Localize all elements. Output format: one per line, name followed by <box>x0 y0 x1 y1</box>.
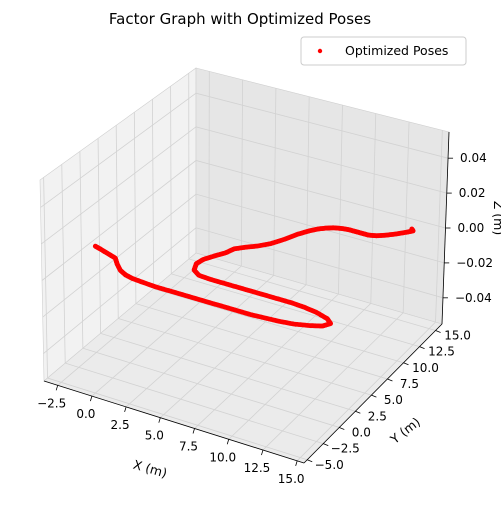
y-tick-label: 10.0 <box>412 361 439 375</box>
x-gridline <box>194 105 343 429</box>
x-tick-mark <box>158 417 161 423</box>
y-gridline <box>115 125 372 396</box>
x-gridline <box>160 96 310 418</box>
y-ticks: −5.0 −2.5 0.0 2.5 5.0 7.5 10.0 12.5 15.0 <box>307 328 471 472</box>
x-tick-mark <box>124 406 127 413</box>
legend-marker <box>317 48 323 54</box>
y-tick-mark <box>387 378 393 382</box>
y-gridline <box>133 112 388 380</box>
y-axis-label: Y (m) <box>387 414 423 447</box>
y-gridline <box>188 73 436 331</box>
y-tick-mark <box>323 443 329 446</box>
y-tick-mark <box>355 410 361 414</box>
data-points <box>92 225 416 329</box>
y-gridline <box>170 86 420 348</box>
y-tick-mark <box>435 330 441 333</box>
x-gridline <box>262 121 410 451</box>
x-tick-mark <box>295 460 298 466</box>
y-tick-mark <box>403 362 409 366</box>
z-tick-label: −0.02 <box>456 256 493 270</box>
z-gridline <box>42 193 445 318</box>
y-gridline <box>61 164 324 444</box>
y-tick-label: 0.0 <box>352 425 371 439</box>
z-tick-label: 0.00 <box>458 221 485 235</box>
x-gridline <box>125 88 277 408</box>
y-tick-label: −2.5 <box>331 442 360 456</box>
x-tick-mark <box>261 449 264 456</box>
z-tick-label: 0.02 <box>459 186 486 200</box>
x-tick-label: 12.5 <box>244 461 271 475</box>
x-ticks: −2.5 0.0 2.5 5.0 7.5 10.0 12.5 15.0 <box>37 385 305 486</box>
y-gridline <box>152 99 404 364</box>
x-tick-label: 2.5 <box>111 418 130 432</box>
legend-box <box>300 36 467 66</box>
y-tick-label: −5.0 <box>315 458 344 472</box>
y-tick-label: 2.5 <box>368 409 387 423</box>
z-gridline <box>41 126 447 245</box>
x-tick-mark <box>90 395 93 402</box>
z-gridline <box>43 227 444 354</box>
y-tick-mark <box>339 427 345 430</box>
chart-title: Factor Graph with Optimized Poses <box>109 10 371 28</box>
gridlines <box>40 71 449 462</box>
pose-point <box>409 226 415 232</box>
y-tick-label: 5.0 <box>384 393 403 407</box>
x-tick-label: −2.5 <box>37 396 66 410</box>
x-tick-mark <box>55 385 59 391</box>
z-gridline <box>40 92 449 208</box>
y-tick-label: 12.5 <box>428 345 455 359</box>
y-gridline <box>97 138 356 412</box>
x-gridline <box>228 113 377 440</box>
x-tick-label: 7.5 <box>179 439 198 453</box>
y-tick-mark <box>419 346 425 349</box>
z-gridline <box>41 160 446 281</box>
x-tick-label: 0.0 <box>76 407 95 421</box>
y-tick-label: 7.5 <box>400 377 419 391</box>
x-tick-label: 5.0 <box>145 429 164 443</box>
x-tick-mark <box>226 439 230 445</box>
y-tick-mark <box>307 459 313 463</box>
x-tick-mark <box>192 428 195 434</box>
z-tick-label: −0.04 <box>455 291 492 305</box>
legend: Optimized Poses <box>300 36 467 66</box>
axes-3d: −2.5 0.0 2.5 5.0 7.5 10.0 12.5 15.0 −5.0 −2.5 0.0… <box>37 67 501 486</box>
x-gridline <box>296 130 443 462</box>
z-tick-label: 0.04 <box>460 151 487 165</box>
y-gridline <box>43 177 308 461</box>
x-axis-label: X (m) <box>132 457 169 481</box>
x-tick-label: 15.0 <box>278 472 305 486</box>
y-tick-label: 15.0 <box>444 328 471 342</box>
y-tick-mark <box>371 394 377 398</box>
y-axis-line <box>303 323 443 464</box>
z-ticks: −0.04 −0.02 0.00 0.02 0.04 <box>442 151 493 305</box>
x-tick-label: 10.0 <box>209 450 236 464</box>
x-gridline <box>91 79 244 397</box>
x-axis-line <box>43 380 305 464</box>
y-gridline <box>79 151 340 428</box>
z-axis-label: Z (m) <box>491 201 501 235</box>
legend-label-optimized-poses: Optimized Poses <box>345 43 448 58</box>
